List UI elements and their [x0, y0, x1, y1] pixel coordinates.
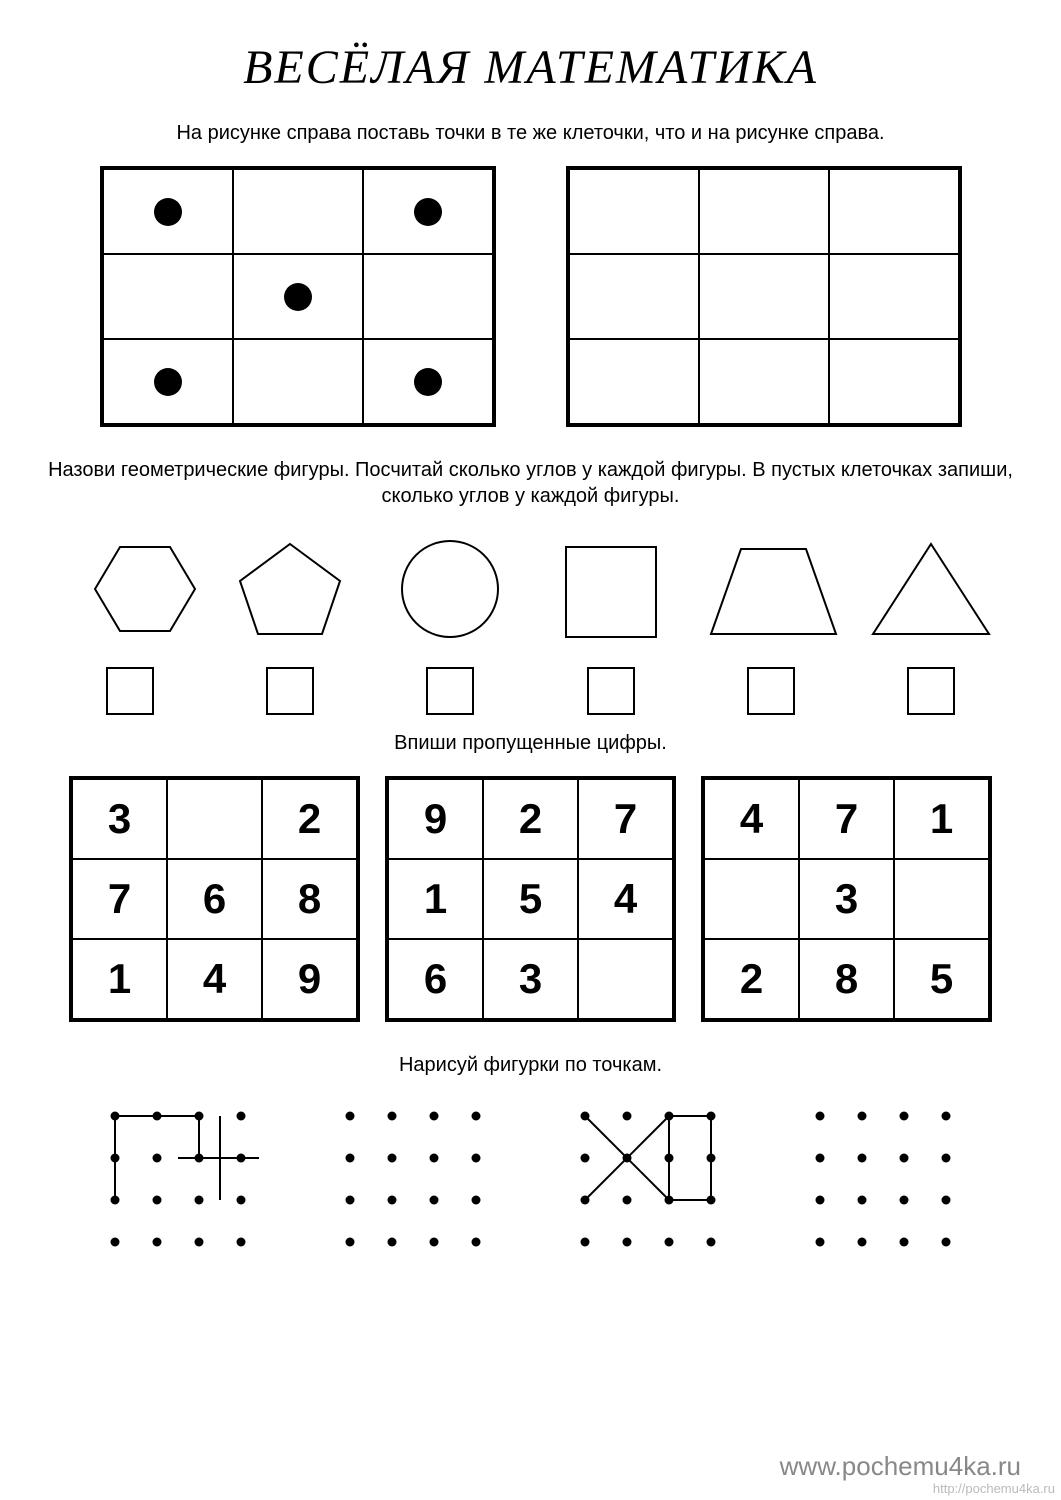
watermark: http://pochemu4ka.ru — [933, 1481, 1055, 1496]
worksheet-page: ВЕСЁЛАЯ МАТЕМАТИКА На рисунке справа пос… — [0, 0, 1061, 1500]
ex1-instruction: На рисунке справа поставь точки в те же … — [40, 120, 1021, 146]
grid-cell — [103, 339, 233, 424]
number-grid-0: 3 2 768 149 — [69, 776, 360, 1022]
grid-cell — [699, 339, 829, 424]
circle-icon — [380, 529, 520, 649]
hexagon-icon — [60, 529, 200, 649]
grid-cell — [233, 339, 363, 424]
dot-pattern-1 — [332, 1098, 494, 1260]
shape-column-circle — [380, 529, 520, 715]
grid-cell — [103, 169, 233, 254]
number-cell: 6 — [167, 859, 262, 939]
number-cell: 7 — [578, 779, 673, 859]
triangle-icon — [861, 529, 1001, 649]
number-cell: 8 — [799, 939, 894, 1019]
grid-cell — [829, 169, 959, 254]
number-cell — [578, 939, 673, 1019]
grid-cell — [829, 254, 959, 339]
grid-cell — [363, 339, 493, 424]
number-cell — [894, 859, 989, 939]
ex3-container: 32768149927154634713285 — [40, 776, 1021, 1022]
number-cell: 6 — [388, 939, 483, 1019]
grid-cell — [699, 169, 829, 254]
grid-cell — [363, 169, 493, 254]
answer-box — [587, 667, 635, 715]
footer-url: www.pochemu4ka.ru — [780, 1451, 1021, 1482]
dot-pattern-2 — [567, 1098, 729, 1260]
number-grid-2: 4713285 — [701, 776, 992, 1022]
trapezoid-icon — [701, 529, 841, 649]
grid-cell — [569, 254, 699, 339]
number-cell: 1 — [894, 779, 989, 859]
shape-column-hexagon — [60, 529, 200, 715]
number-cell: 1 — [388, 859, 483, 939]
number-cell — [704, 859, 799, 939]
ex2-shapes-row — [50, 529, 1011, 715]
number-cell — [167, 779, 262, 859]
number-cell: 3 — [799, 859, 894, 939]
number-cell: 5 — [483, 859, 578, 939]
number-cell: 3 — [483, 939, 578, 1019]
ex1-container — [40, 166, 1021, 427]
shape-column-trapezoid — [701, 529, 841, 715]
number-cell: 7 — [72, 859, 167, 939]
number-cell: 9 — [388, 779, 483, 859]
answer-box — [426, 667, 474, 715]
answer-box — [106, 667, 154, 715]
number-cell: 2 — [483, 779, 578, 859]
number-cell: 4 — [578, 859, 673, 939]
answer-box — [747, 667, 795, 715]
ex4-instruction: Нарисуй фигурки по точкам. — [40, 1052, 1021, 1078]
grid-cell — [103, 254, 233, 339]
dot-pattern-0 — [97, 1098, 259, 1260]
grid-cell — [233, 254, 363, 339]
number-cell: 2 — [262, 779, 357, 859]
ex1-grid-left — [100, 166, 496, 427]
number-cell: 7 — [799, 779, 894, 859]
dot-icon — [284, 283, 312, 311]
pentagon-icon — [220, 529, 360, 649]
shape-column-square — [541, 529, 681, 715]
number-cell: 3 — [72, 779, 167, 859]
dot-icon — [154, 198, 182, 226]
shape-column-pentagon — [220, 529, 360, 715]
ex4-container — [40, 1098, 1021, 1260]
square-icon — [541, 529, 681, 649]
ex3-instruction: Впиши пропущенные цифры. — [40, 730, 1021, 756]
number-cell: 5 — [894, 939, 989, 1019]
ex2-instruction: Назови геометрические фигуры. Посчитай с… — [40, 457, 1021, 509]
ex1-grid-right — [566, 166, 962, 427]
dot-icon — [154, 368, 182, 396]
grid-cell — [569, 339, 699, 424]
dot-icon — [414, 198, 442, 226]
number-cell: 1 — [72, 939, 167, 1019]
dot-pattern-3 — [802, 1098, 964, 1260]
grid-cell — [699, 254, 829, 339]
grid-cell — [233, 169, 363, 254]
page-title: ВЕСЁЛАЯ МАТЕМАТИКА — [40, 40, 1021, 95]
answer-box — [266, 667, 314, 715]
number-cell: 4 — [704, 779, 799, 859]
grid-cell — [363, 254, 493, 339]
number-cell: 9 — [262, 939, 357, 1019]
answer-box — [907, 667, 955, 715]
number-cell: 8 — [262, 859, 357, 939]
grid-cell — [829, 339, 959, 424]
number-cell: 2 — [704, 939, 799, 1019]
number-grid-1: 927 154 63 — [385, 776, 676, 1022]
shape-column-triangle — [861, 529, 1001, 715]
grid-cell — [569, 169, 699, 254]
number-cell: 4 — [167, 939, 262, 1019]
dot-icon — [414, 368, 442, 396]
